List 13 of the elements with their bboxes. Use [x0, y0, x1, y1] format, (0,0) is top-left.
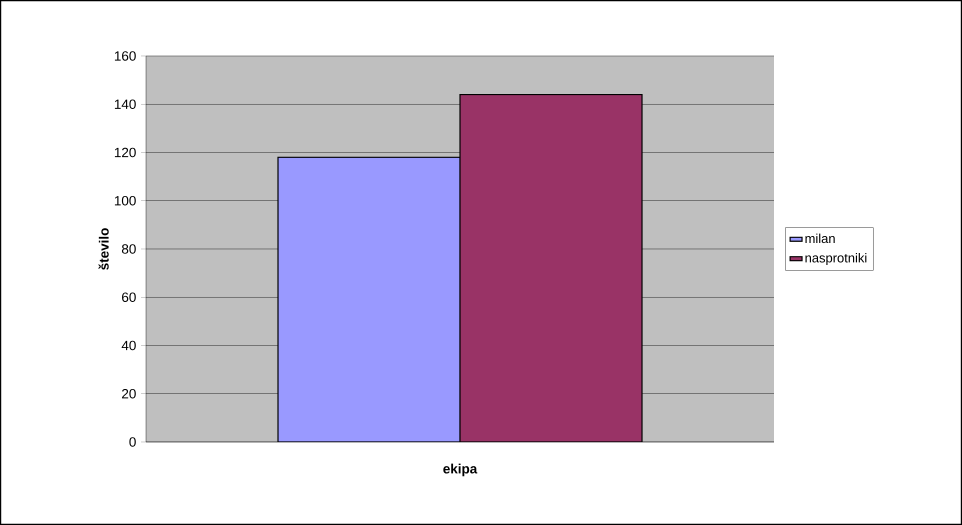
y-tick-label: 60	[122, 292, 136, 302]
y-tick-label: 140	[114, 99, 136, 109]
y-axis-title: število	[98, 228, 109, 270]
y-tick-label: 20	[122, 388, 136, 398]
y-tick-label: 80	[122, 244, 136, 254]
y-tick-label: 160	[114, 51, 136, 61]
x-axis-title: ekipa	[443, 464, 478, 476]
y-tick-label: 120	[114, 148, 136, 158]
y-tick-label: 0	[129, 437, 136, 447]
legend-label: milan	[805, 234, 835, 244]
legend-label: nasprotniki	[805, 252, 866, 266]
y-tick-label: 100	[114, 196, 136, 206]
y-tick-label: 40	[122, 340, 136, 350]
